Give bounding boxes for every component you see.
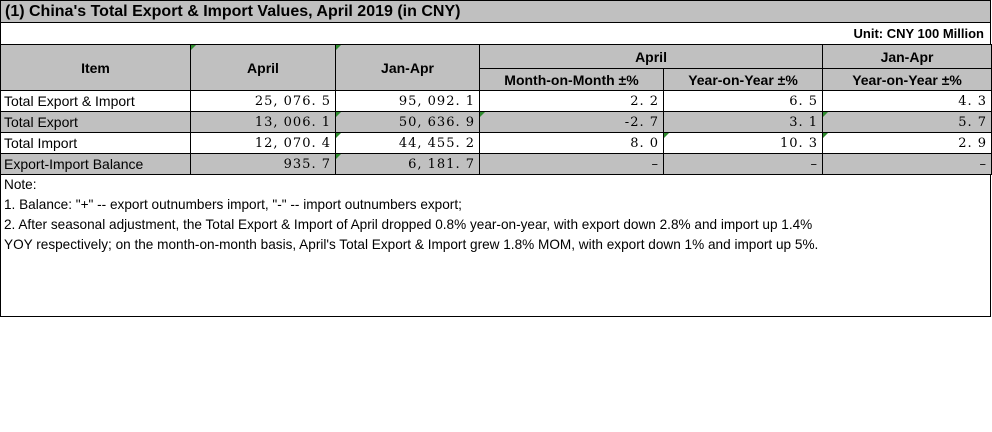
cell-mom[interactable]: – [479,153,664,175]
cell-april[interactable]: 935. 7 [190,153,336,175]
trade-values-table: Item April Jan-Apr April Jan-Apr Month-o… [0,44,992,175]
header-jan-apr[interactable]: Jan-Apr [335,44,480,91]
cell-jan-apr[interactable]: 95, 092. 1 [335,90,480,112]
cell-jan-apr[interactable]: 44, 455. 2 [335,132,480,154]
cell-jan-apr[interactable]: 50, 636. 9 [335,111,480,133]
cell-jan-apr[interactable]: 6, 181. 7 [335,153,480,175]
note-line: 1. Balance: "+" -- export outnumbers imp… [4,197,462,212]
cell-yoy-jan-apr[interactable]: 5. 7 [822,111,992,133]
cell-yoy-april[interactable]: 10. 3 [662,132,824,154]
cell-yoy-jan-apr[interactable]: 2. 9 [822,132,992,154]
table-row: Total Import 12, 070. 4 44, 455. 2 8. 0 … [0,132,992,154]
sheet-title: (1) China's Total Export & Import Values… [0,0,991,23]
cell-yoy-april[interactable]: 3. 1 [662,111,824,133]
header-april[interactable]: April [190,44,336,91]
header-item[interactable]: Item [0,44,191,91]
table-row: Total Export 13, 006. 1 50, 636. 9 -2. 7… [0,111,992,133]
cell-april[interactable]: 25, 076. 5 [190,90,336,112]
cell-yoy-jan-apr[interactable]: 4. 3 [822,90,992,112]
notes-block[interactable]: Note: 1. Balance: "+" -- export outnumbe… [0,175,991,317]
cell-item[interactable]: Total Export [0,111,191,133]
cell-april[interactable]: 13, 006. 1 [190,111,336,133]
cell-item[interactable]: Export-Import Balance [0,153,191,175]
table-row: Total Export & Import 25, 076. 5 95, 092… [0,90,992,112]
note-line: YOY respectively; on the month-on-month … [4,237,819,252]
header-yoy-april[interactable]: Year-on-Year ±% [662,68,824,91]
cell-yoy-april[interactable]: 6. 5 [662,90,824,112]
trade-values-sheet: (1) China's Total Export & Import Values… [0,0,992,317]
unit-label: Unit: CNY 100 Million [0,23,991,44]
cell-mom[interactable]: -2. 7 [479,111,664,133]
cell-item[interactable]: Total Import [0,132,191,154]
header-mom[interactable]: Month-on-Month ±% [479,68,664,91]
cell-mom[interactable]: 8. 0 [479,132,664,154]
table-subheader-row: Month-on-Month ±% Year-on-Year ±% Year-o… [1,68,992,91]
header-group-april[interactable]: April [478,44,824,69]
header-yoy-jan-apr[interactable]: Year-on-Year ±% [822,68,992,91]
table-row: Export-Import Balance 935. 7 6, 181. 7 –… [0,153,992,175]
note-line: 2. After seasonal adjustment, the Total … [4,217,813,232]
cell-yoy-jan-apr[interactable]: – [822,153,992,175]
header-group-jan-apr[interactable]: Jan-Apr [822,44,992,69]
cell-item[interactable]: Total Export & Import [0,90,191,112]
table-header-row: Item April Jan-Apr April Jan-Apr [0,44,992,91]
cell-mom[interactable]: 2. 2 [479,90,664,112]
notes-heading: Note: [4,177,37,192]
cell-april[interactable]: 12, 070. 4 [190,132,336,154]
cell-yoy-april[interactable]: – [662,153,824,175]
